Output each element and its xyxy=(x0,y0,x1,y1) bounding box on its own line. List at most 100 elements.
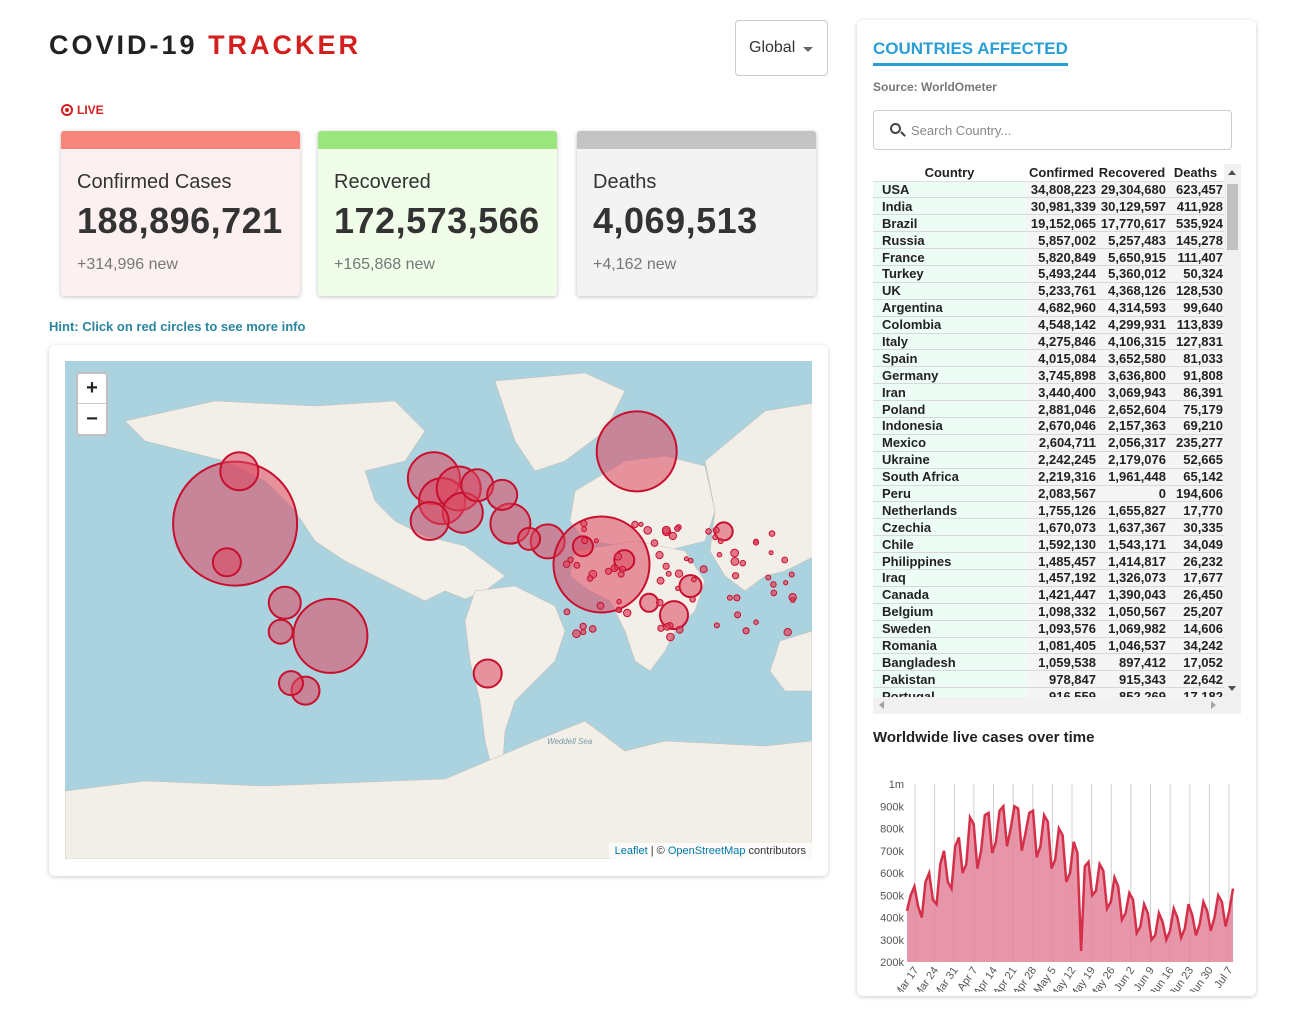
country-dot[interactable] xyxy=(717,538,724,545)
country-dot[interactable] xyxy=(675,625,684,634)
country-dot[interactable] xyxy=(661,525,671,535)
table-row[interactable]: USA 34,808,223 29,304,680 623,457 xyxy=(873,181,1224,199)
scroll-up-icon[interactable] xyxy=(1228,170,1236,175)
country-circle-malaysia[interactable] xyxy=(639,592,660,613)
col-deaths[interactable]: Deaths xyxy=(1167,164,1224,182)
country-dot[interactable] xyxy=(593,538,599,544)
country-dot[interactable] xyxy=(705,528,712,535)
country-dot[interactable] xyxy=(739,560,746,567)
scroll-right-icon[interactable] xyxy=(1211,701,1216,709)
zoom-in-button[interactable]: + xyxy=(78,374,106,404)
country-circle-indonesia[interactable] xyxy=(659,600,689,631)
table-vertical-scrollbar[interactable] xyxy=(1224,164,1241,697)
table-row[interactable]: Bangladesh 1,059,538 897,412 17,052 xyxy=(873,653,1224,672)
country-circle-canada[interactable] xyxy=(219,451,260,492)
country-dot[interactable] xyxy=(562,560,571,568)
country-dot[interactable] xyxy=(662,562,670,570)
country-dot[interactable] xyxy=(699,565,708,574)
table-row[interactable]: Mexico 2,604,711 2,056,317 235,277 xyxy=(873,434,1224,452)
country-dot[interactable] xyxy=(783,628,792,637)
table-row[interactable]: Pakistan 978,847 915,343 22,642 xyxy=(873,670,1224,689)
table-row[interactable]: UK 5,233,761 4,368,126 128,530 xyxy=(873,282,1224,300)
table-row[interactable]: Ukraine 2,242,245 2,179,076 52,665 xyxy=(873,451,1224,469)
country-dot[interactable] xyxy=(691,576,697,583)
country-circle-russia[interactable] xyxy=(595,410,678,493)
country-dot[interactable] xyxy=(716,551,723,558)
table-row[interactable]: Germany 3,745,898 3,636,800 91,808 xyxy=(873,366,1224,385)
country-dot[interactable] xyxy=(663,623,671,631)
world-map[interactable]: Weddell Sea + − Leaflet | © OpenStreetMa… xyxy=(65,361,812,859)
country-dot[interactable] xyxy=(616,598,622,605)
country-dot[interactable] xyxy=(730,557,740,566)
table-row[interactable]: Czechia 1,670,073 1,637,367 30,335 xyxy=(873,518,1224,537)
country-dot[interactable] xyxy=(730,548,739,558)
country-dot[interactable] xyxy=(579,622,587,631)
country-dot[interactable] xyxy=(650,539,659,547)
table-row[interactable]: Turkey 5,493,244 5,360,012 50,324 xyxy=(873,265,1224,283)
leaflet-link[interactable]: Leaflet xyxy=(614,845,648,857)
country-dot[interactable] xyxy=(753,619,759,626)
country-dot[interactable] xyxy=(657,624,665,632)
country-dot[interactable] xyxy=(665,570,672,577)
country-dot[interactable] xyxy=(783,580,789,586)
country-dot[interactable] xyxy=(615,606,622,613)
table-row[interactable]: Belgium 1,098,332 1,050,567 25,207 xyxy=(873,603,1224,621)
country-circle-chile[interactable] xyxy=(278,670,304,697)
country-dot[interactable] xyxy=(580,629,587,636)
country-dot[interactable] xyxy=(683,556,689,562)
country-dot[interactable] xyxy=(580,519,588,528)
country-circle-brazil[interactable] xyxy=(292,597,369,674)
country-dot[interactable] xyxy=(656,598,664,607)
country-dot[interactable] xyxy=(563,608,571,616)
country-dot[interactable] xyxy=(643,526,653,535)
country-dot[interactable] xyxy=(581,526,587,533)
country-circle-spain[interactable] xyxy=(409,501,450,541)
country-dot[interactable] xyxy=(572,629,581,639)
col-confirmed[interactable]: Confirmed xyxy=(1026,164,1097,182)
country-dot[interactable] xyxy=(619,565,627,573)
country-dot[interactable] xyxy=(688,557,694,564)
country-dot[interactable] xyxy=(712,534,718,541)
country-dot[interactable] xyxy=(770,581,777,588)
country-dot[interactable] xyxy=(567,556,574,564)
table-row[interactable]: Sweden 1,093,576 1,069,982 14,606 xyxy=(873,620,1224,638)
country-dot[interactable] xyxy=(733,594,741,602)
table-row[interactable]: Romania 1,081,405 1,046,537 34,242 xyxy=(873,637,1224,655)
table-row[interactable]: France 5,820,849 5,650,915 111,407 xyxy=(873,248,1224,266)
country-dot[interactable] xyxy=(770,589,778,597)
scroll-thumb[interactable] xyxy=(1227,184,1238,250)
table-row[interactable]: Spain 4,015,084 3,652,580 81,033 xyxy=(873,349,1224,368)
map-canvas[interactable]: Weddell Sea xyxy=(65,361,812,859)
country-dot[interactable] xyxy=(752,539,760,546)
region-select[interactable]: Global xyxy=(735,20,828,76)
table-row[interactable]: Indonesia 2,670,046 2,157,363 69,210 xyxy=(873,417,1224,435)
col-recovered[interactable]: Recovered xyxy=(1097,164,1167,182)
country-dot[interactable] xyxy=(586,575,594,582)
recovered-card[interactable]: Recovered 172,573,566 +165,868 new xyxy=(318,131,557,296)
table-row[interactable]: Italy 4,275,846 4,106,315 127,831 xyxy=(873,333,1224,351)
country-circle-philippines[interactable] xyxy=(678,574,703,599)
country-dot[interactable] xyxy=(666,632,675,642)
country-dot[interactable] xyxy=(712,526,720,534)
country-dot[interactable] xyxy=(734,611,742,619)
table-row[interactable]: Netherlands 1,755,126 1,655,827 17,770 xyxy=(873,501,1224,520)
table-row[interactable]: Colombia 4,548,142 4,299,931 113,839 xyxy=(873,316,1224,334)
country-dot[interactable] xyxy=(765,574,772,581)
country-circle-peru[interactable] xyxy=(267,618,294,645)
country-dot[interactable] xyxy=(588,625,597,633)
country-dot[interactable] xyxy=(631,520,639,529)
search-country-input[interactable]: Search Country... xyxy=(873,110,1232,150)
zoom-out-button[interactable]: − xyxy=(86,407,98,430)
country-circle-south-africa[interactable] xyxy=(472,658,503,689)
country-dot[interactable] xyxy=(713,622,720,629)
table-row[interactable]: India 30,981,339 30,129,597 411,928 xyxy=(873,197,1224,216)
country-dot[interactable] xyxy=(675,585,681,592)
table-row[interactable]: Chile 1,592,130 1,543,171 34,049 xyxy=(873,535,1224,554)
scroll-down-icon[interactable] xyxy=(1228,686,1236,691)
table-row[interactable]: Philippines 1,485,457 1,414,817 26,232 xyxy=(873,552,1224,570)
country-dot[interactable] xyxy=(655,551,664,560)
country-dot[interactable] xyxy=(596,601,605,610)
deaths-card[interactable]: Deaths 4,069,513 +4,162 new xyxy=(577,131,816,296)
table-row[interactable]: Peru 2,083,567 0 194,606 xyxy=(873,485,1224,503)
